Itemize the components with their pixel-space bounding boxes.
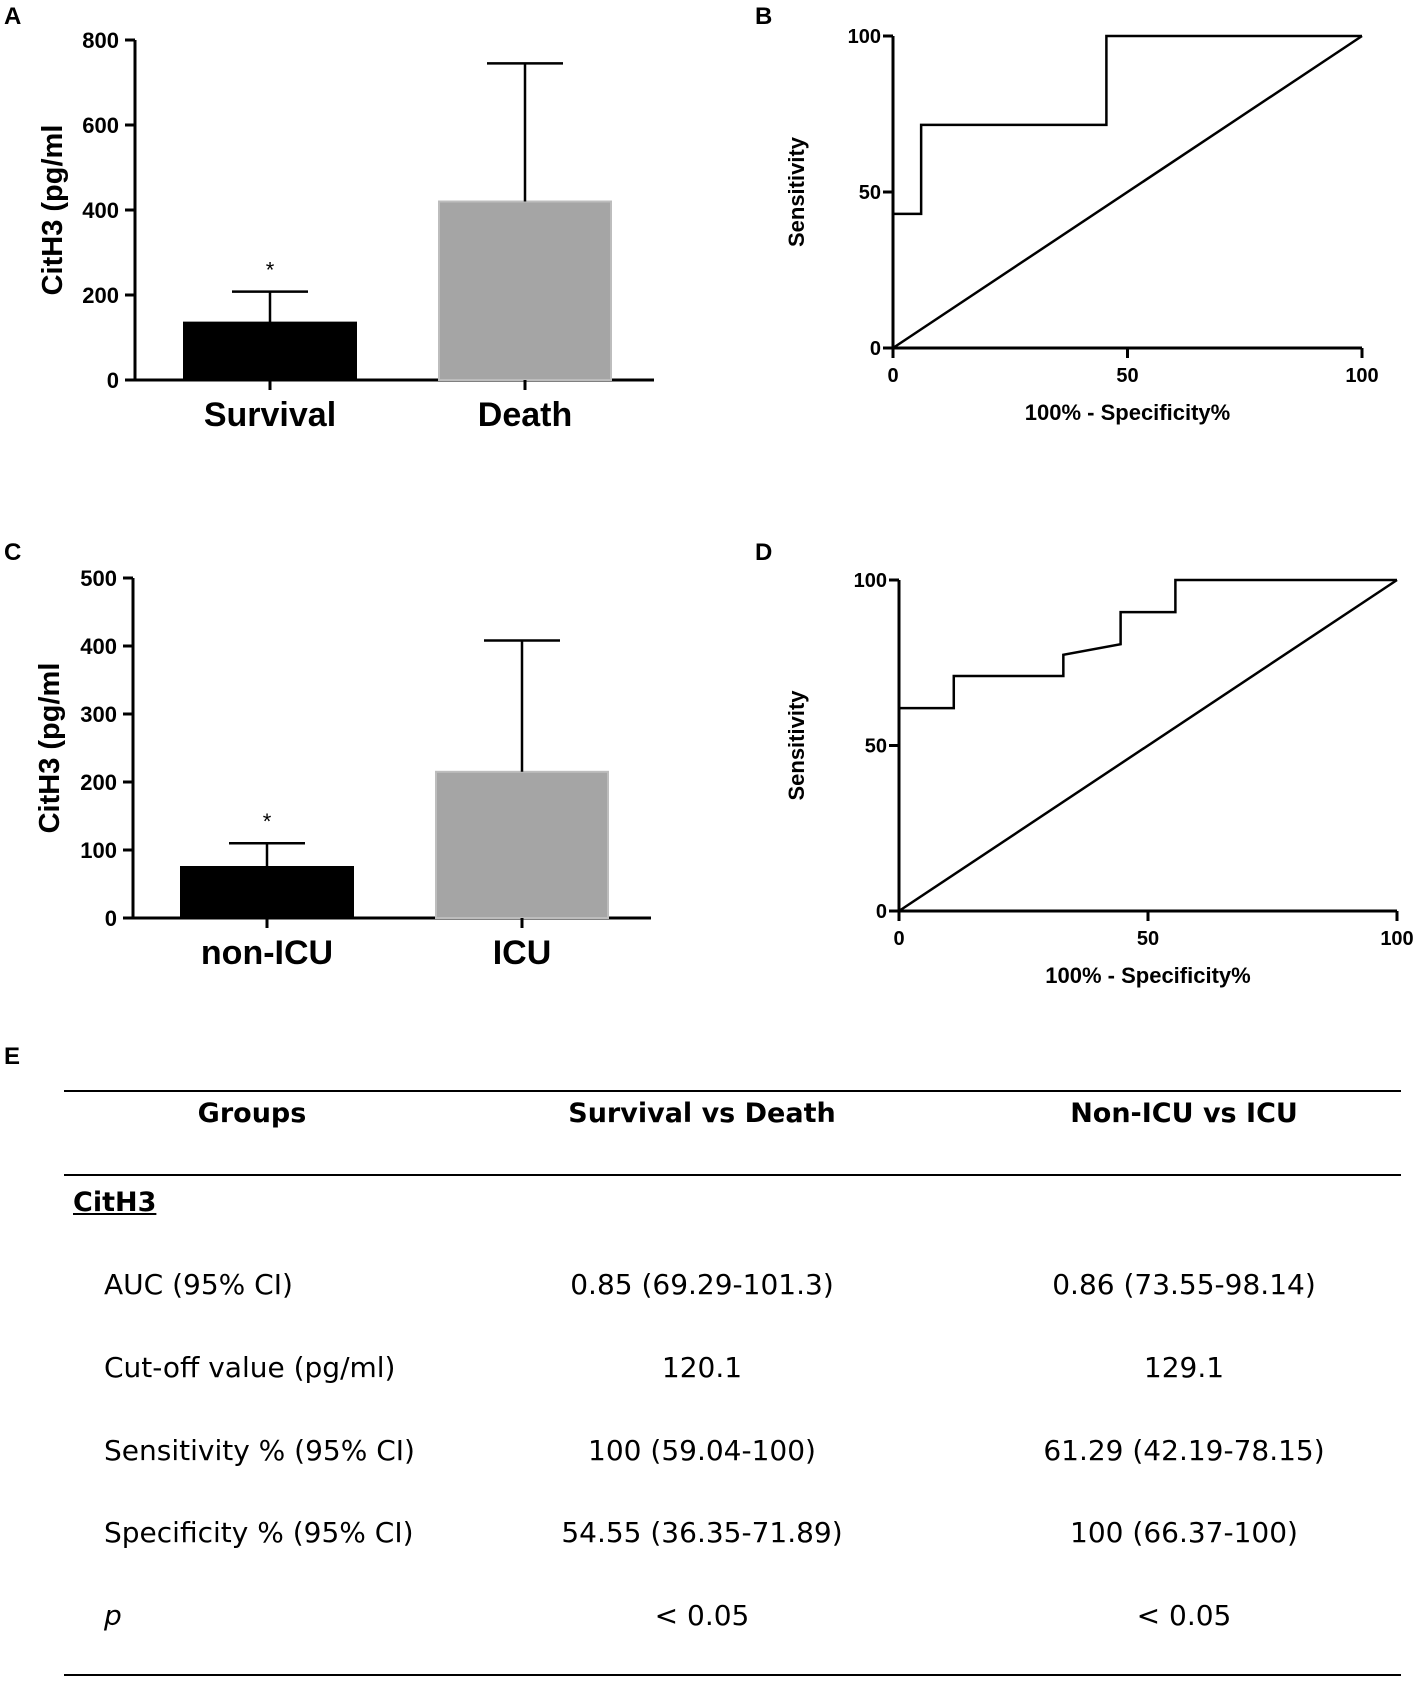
y-tick-label-a: 600 bbox=[82, 113, 119, 138]
y-tick-label-c: 300 bbox=[80, 702, 117, 727]
reference-line-d bbox=[898, 578, 1398, 913]
x-tick-label-d: 100 bbox=[1380, 928, 1413, 950]
y-tick-label-a: 0 bbox=[107, 368, 119, 393]
x-tick-label-c: ICU bbox=[493, 934, 552, 972]
x-tick-label-c: non-ICU bbox=[201, 934, 333, 972]
reference-line-b bbox=[892, 34, 1363, 350]
bar-a-survival bbox=[183, 321, 357, 381]
y-axis-label-d: Sensitivity bbox=[784, 690, 809, 801]
chart-a-survival-death: 0 200 400 600 800 CitH3 (pg/ml Survival * Death bbox=[37, 28, 654, 434]
bar-a-death bbox=[438, 200, 612, 381]
y-tick-label-b: 100 bbox=[848, 26, 881, 48]
bar-c-non-icu bbox=[180, 866, 354, 919]
y-tick-label-c: 200 bbox=[80, 770, 117, 795]
y-tick-label-d: 100 bbox=[854, 570, 887, 592]
y-tick-label-a: 200 bbox=[82, 283, 119, 308]
significance-marker-a: * bbox=[266, 258, 275, 283]
y-tick-label-c: 500 bbox=[80, 566, 117, 591]
panel-label-c: C bbox=[4, 539, 21, 566]
bar-c-icu bbox=[435, 770, 609, 919]
y-tick-label-d: 0 bbox=[876, 901, 887, 923]
panel-label-d: D bbox=[755, 539, 772, 566]
x-tick-label-b: 100 bbox=[1345, 365, 1378, 387]
chart-c-icu: 0 100 200 300 400 500 CitH3 (pg/ml non-ICU * ICU bbox=[34, 566, 651, 972]
y-axis-label-c: CitH3 (pg/ml bbox=[34, 663, 66, 834]
roc-curve-b bbox=[893, 34, 1362, 216]
y-tick-label-b: 50 bbox=[859, 182, 881, 204]
y-tick-label-c: 400 bbox=[80, 634, 117, 659]
x-tick-label-d: 0 bbox=[893, 928, 904, 950]
panel-label-b: B bbox=[755, 3, 772, 30]
chart-d-roc-icu: 0 50 100 0 50 100 100% - Specificity% Sensitivi… bbox=[784, 570, 1414, 988]
significance-marker-c: * bbox=[263, 809, 272, 834]
y-tick-label-b: 0 bbox=[870, 338, 881, 360]
y-tick-label-c: 0 bbox=[105, 906, 117, 931]
x-tick-label-d: 50 bbox=[1137, 928, 1159, 950]
x-axis-label-d: 100% - Specificity% bbox=[1045, 963, 1250, 988]
x-axis-label-b: 100% - Specificity% bbox=[1025, 400, 1230, 425]
chart-b-roc-survival: 0 50 100 0 50 100 100% - Specificity% Sensitivi… bbox=[784, 26, 1379, 425]
x-tick-label-b: 50 bbox=[1116, 365, 1138, 387]
x-tick-label-a: Survival bbox=[204, 396, 336, 434]
y-tick-label-a: 400 bbox=[82, 198, 119, 223]
x-tick-label-b: 0 bbox=[887, 365, 898, 387]
y-axis-label-a: CitH3 (pg/ml bbox=[37, 125, 69, 296]
y-axis-label-b: Sensitivity bbox=[784, 136, 809, 247]
y-tick-label-c: 100 bbox=[80, 838, 117, 863]
panel-label-e: E bbox=[4, 1043, 20, 1070]
x-tick-label-a: Death bbox=[478, 396, 572, 434]
y-tick-label-d: 50 bbox=[865, 736, 887, 758]
y-tick-label-a: 800 bbox=[82, 28, 119, 53]
panel-label-a: A bbox=[4, 3, 21, 30]
roc-curve-d bbox=[899, 578, 1397, 710]
